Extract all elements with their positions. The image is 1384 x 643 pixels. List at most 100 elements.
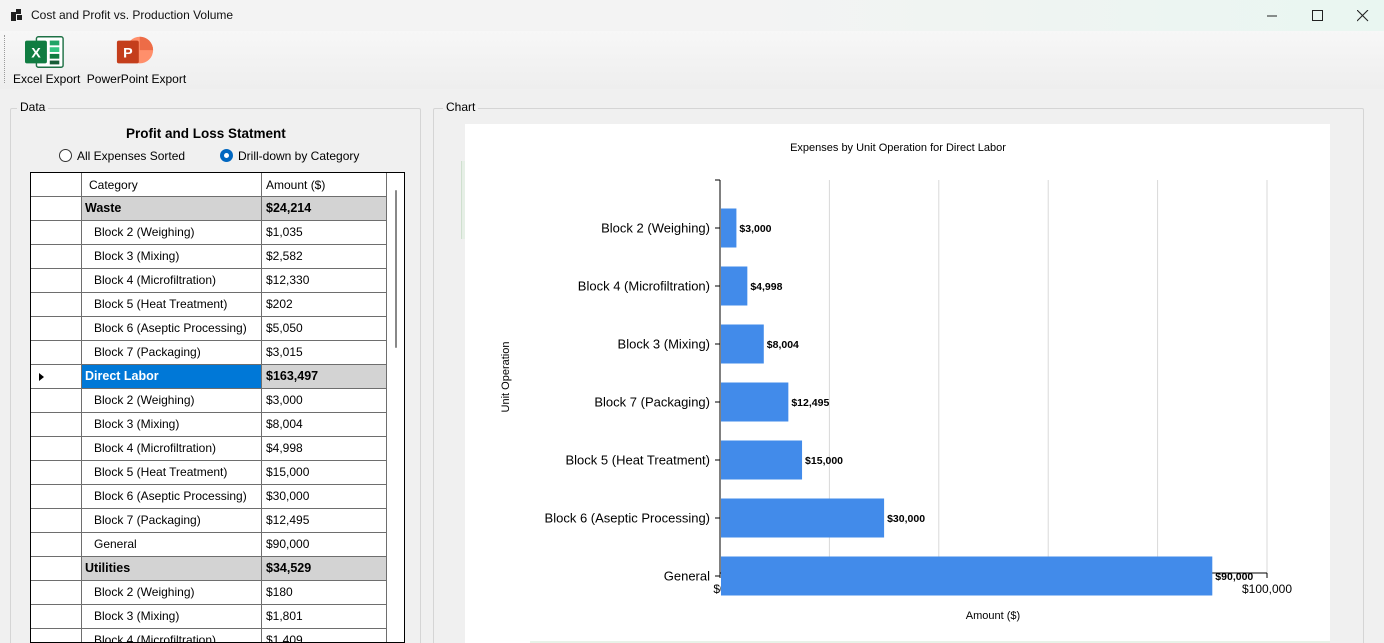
bar-value-label: $15,000 xyxy=(805,455,843,467)
grid-row[interactable]: Block 4 (Microfiltration) $12,330 xyxy=(31,269,387,293)
amount-cell[interactable]: $3,015 xyxy=(262,341,387,365)
grid-vertical-scrollbar[interactable] xyxy=(388,173,404,642)
category-cell[interactable]: Waste xyxy=(82,197,262,221)
grid-row[interactable]: Block 3 (Mixing) $8,004 xyxy=(31,413,387,437)
amount-cell[interactable]: $4,998 xyxy=(262,437,387,461)
row-header[interactable] xyxy=(31,437,82,461)
row-header[interactable] xyxy=(31,365,82,389)
amount-cell[interactable]: $1,035 xyxy=(262,221,387,245)
row-header[interactable] xyxy=(31,341,82,365)
bar-value-label: $4,998 xyxy=(750,281,782,293)
amount-cell[interactable]: $24,214 xyxy=(262,197,387,221)
category-cell[interactable]: Block 6 (Aseptic Processing) xyxy=(82,485,262,509)
row-header[interactable] xyxy=(31,461,82,485)
grid-row[interactable]: Block 2 (Weighing) $180 xyxy=(31,581,387,605)
y-tick-label: Block 2 (Weighing) xyxy=(601,221,710,236)
row-header[interactable] xyxy=(31,485,82,509)
category-cell[interactable]: Block 3 (Mixing) xyxy=(82,413,262,437)
grid-row[interactable]: Block 2 (Weighing) $3,000 xyxy=(31,389,387,413)
expense-grid[interactable]: Category Amount ($) Waste $24,214 Block 2 … xyxy=(30,172,405,643)
maximize-button[interactable] xyxy=(1294,0,1340,31)
toolbar-grip[interactable] xyxy=(4,35,6,83)
bar xyxy=(721,440,803,480)
amount-cell[interactable]: $30,000 xyxy=(262,485,387,509)
category-cell[interactable]: Block 4 (Microfiltration) xyxy=(82,629,262,642)
category-cell[interactable]: Block 5 (Heat Treatment) xyxy=(82,293,262,317)
amount-cell[interactable]: $3,000 xyxy=(262,389,387,413)
amount-cell[interactable]: $12,495 xyxy=(262,509,387,533)
category-cell[interactable]: Block 4 (Microfiltration) xyxy=(82,437,262,461)
row-header[interactable] xyxy=(31,509,82,533)
grid-row[interactable]: Block 4 (Microfiltration) $1,409 xyxy=(31,629,387,642)
powerpoint-export-button[interactable]: P PowerPoint Export xyxy=(86,33,187,87)
category-cell[interactable]: Block 6 (Aseptic Processing) xyxy=(82,317,262,341)
category-cell[interactable]: General xyxy=(82,533,262,557)
amount-cell[interactable]: $163,497 xyxy=(262,365,387,389)
row-header[interactable] xyxy=(31,557,82,581)
chart-area: Expenses by Unit Operation for Direct La… xyxy=(465,124,1330,643)
chart-group-title: Chart xyxy=(443,100,479,114)
category-cell[interactable]: Block 3 (Mixing) xyxy=(82,245,262,269)
grid-row[interactable]: Block 5 (Heat Treatment) $202 xyxy=(31,293,387,317)
amount-cell[interactable]: $5,050 xyxy=(262,317,387,341)
amount-cell[interactable]: $1,801 xyxy=(262,605,387,629)
grid-row[interactable]: Block 3 (Mixing) $1,801 xyxy=(31,605,387,629)
row-header[interactable] xyxy=(31,293,82,317)
row-header[interactable] xyxy=(31,245,82,269)
grid-row[interactable]: Block 6 (Aseptic Processing) $5,050 xyxy=(31,317,387,341)
amount-cell[interactable]: $34,529 xyxy=(262,557,387,581)
category-cell[interactable]: Utilities xyxy=(82,557,262,581)
grid-row[interactable]: Block 4 (Microfiltration) $4,998 xyxy=(31,437,387,461)
category-cell[interactable]: Block 4 (Microfiltration) xyxy=(82,269,262,293)
grid-row[interactable]: General $90,000 xyxy=(31,533,387,557)
category-cell[interactable]: Block 2 (Weighing) xyxy=(82,389,262,413)
radio-all-expenses-label: All Expenses Sorted xyxy=(77,149,186,163)
close-icon xyxy=(1357,10,1369,22)
bar xyxy=(721,382,789,422)
category-cell[interactable]: Direct Labor xyxy=(82,365,262,389)
row-header[interactable] xyxy=(31,389,82,413)
y-tick-label: Block 4 (Microfiltration) xyxy=(578,279,710,294)
row-header[interactable] xyxy=(31,221,82,245)
row-header[interactable] xyxy=(31,533,82,557)
row-header[interactable] xyxy=(31,605,82,629)
amount-cell[interactable]: $1,409 xyxy=(262,629,387,642)
grid-group-row[interactable]: Waste $24,214 xyxy=(31,197,387,221)
chart-splitter[interactable] xyxy=(461,161,465,239)
scrollbar-thumb[interactable] xyxy=(395,190,397,348)
row-header[interactable] xyxy=(31,317,82,341)
column-header-amount[interactable]: Amount ($) xyxy=(262,173,387,197)
amount-cell[interactable]: $202 xyxy=(262,293,387,317)
grid-row[interactable]: Block 6 (Aseptic Processing) $30,000 xyxy=(31,485,387,509)
amount-cell[interactable]: $2,582 xyxy=(262,245,387,269)
category-cell[interactable]: Block 5 (Heat Treatment) xyxy=(82,461,262,485)
grid-row[interactable]: Block 3 (Mixing) $2,582 xyxy=(31,245,387,269)
amount-cell[interactable]: $90,000 xyxy=(262,533,387,557)
excel-export-button[interactable]: X Excel Export xyxy=(13,33,80,87)
row-header[interactable] xyxy=(31,413,82,437)
category-cell[interactable]: Block 2 (Weighing) xyxy=(82,581,262,605)
category-cell[interactable]: Block 7 (Packaging) xyxy=(82,509,262,533)
minimize-button[interactable] xyxy=(1249,0,1295,31)
category-cell[interactable]: Block 7 (Packaging) xyxy=(82,341,262,365)
grid-group-row[interactable]: Direct Labor $163,497 xyxy=(31,365,387,389)
row-header[interactable] xyxy=(31,197,82,221)
column-header-category[interactable]: Category xyxy=(82,173,262,197)
grid-row[interactable]: Block 2 (Weighing) $1,035 xyxy=(31,221,387,245)
row-header[interactable] xyxy=(31,581,82,605)
close-button[interactable] xyxy=(1339,0,1384,31)
amount-cell[interactable]: $12,330 xyxy=(262,269,387,293)
amount-cell[interactable]: $8,004 xyxy=(262,413,387,437)
row-header[interactable] xyxy=(31,629,82,642)
grid-row[interactable]: Block 7 (Packaging) $12,495 xyxy=(31,509,387,533)
amount-cell[interactable]: $15,000 xyxy=(262,461,387,485)
grid-row[interactable]: Block 7 (Packaging) $3,015 xyxy=(31,341,387,365)
grid-row[interactable]: Block 5 (Heat Treatment) $15,000 xyxy=(31,461,387,485)
row-header[interactable] xyxy=(31,269,82,293)
grid-group-row[interactable]: Utilities $34,529 xyxy=(31,557,387,581)
x-tick-label: $100,000 xyxy=(1242,582,1292,596)
bar xyxy=(721,498,885,538)
category-cell[interactable]: Block 2 (Weighing) xyxy=(82,221,262,245)
category-cell[interactable]: Block 3 (Mixing) xyxy=(82,605,262,629)
amount-cell[interactable]: $180 xyxy=(262,581,387,605)
